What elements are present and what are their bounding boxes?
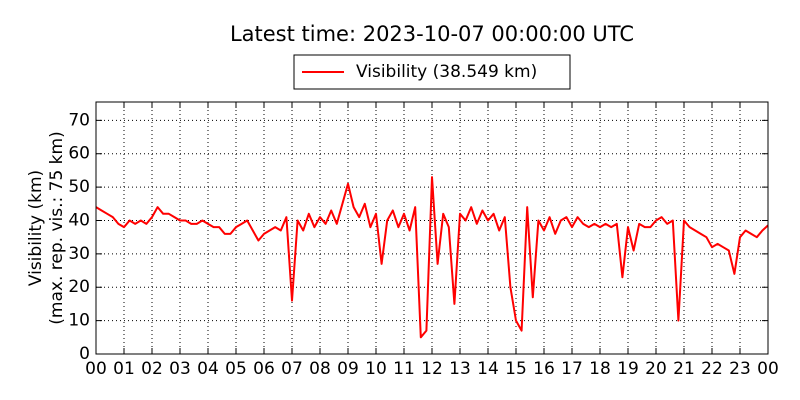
series-line (95, 176, 769, 339)
x-tick-label: 07 (281, 359, 303, 379)
x-tick-label: 20 (645, 359, 667, 379)
x-tick-label: 23 (729, 359, 751, 379)
y-tick-label: 40 (68, 210, 90, 230)
x-tick-label: 01 (113, 359, 135, 379)
y-tick-label: 20 (68, 277, 90, 297)
x-tick-label: 16 (533, 359, 555, 379)
x-tick-label: 22 (701, 359, 723, 379)
x-tick-label: 05 (225, 359, 247, 379)
y-tick-label: 10 (68, 311, 90, 331)
y-tick-label: 30 (68, 244, 90, 264)
x-tick-label: 02 (141, 359, 163, 379)
legend-label: Visibility (38.549 km) (356, 62, 537, 82)
chart-title: Latest time: 2023-10-07 00:00:00 UTC (230, 22, 634, 46)
x-tick-label: 12 (421, 359, 443, 379)
y-axis-label: (max. rep. vis.: 75 km) (47, 131, 67, 324)
x-tick-label: 11 (393, 359, 415, 379)
x-tick-label: 13 (449, 359, 471, 379)
x-tick-label: 04 (197, 359, 219, 379)
x-tick-label: 03 (169, 359, 191, 379)
y-axis-label: Visibility (km) (26, 170, 46, 286)
x-tick-label: 18 (589, 359, 611, 379)
plot-frame (95, 101, 769, 355)
x-tick-label: 06 (253, 359, 275, 379)
y-tick-label: 0 (79, 344, 90, 364)
y-tick-label: 50 (68, 177, 90, 197)
legend-box (293, 54, 571, 90)
x-tick-label: 09 (337, 359, 359, 379)
x-tick-label: 19 (617, 359, 639, 379)
x-tick-label: 10 (365, 359, 387, 379)
x-tick-label: 00 (85, 359, 107, 379)
x-tick-label: 21 (673, 359, 695, 379)
x-tick-label: 14 (477, 359, 499, 379)
x-tick-label: 17 (561, 359, 583, 379)
x-tick-label: 00 (757, 359, 779, 379)
y-tick-label: 70 (68, 110, 90, 130)
x-tick-label: 15 (505, 359, 527, 379)
y-tick-label: 60 (68, 144, 90, 164)
x-tick-label: 08 (309, 359, 331, 379)
